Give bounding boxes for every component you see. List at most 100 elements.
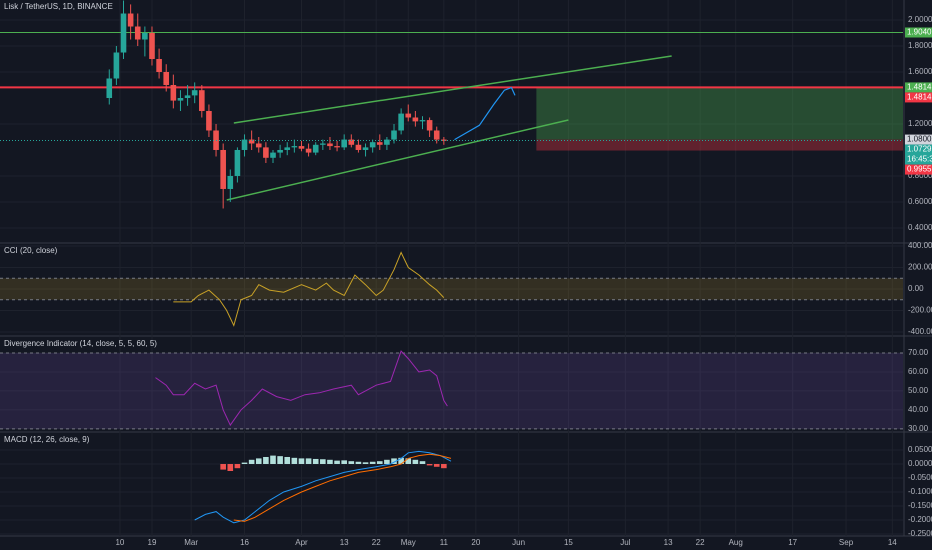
- indicator-line: [173, 251, 445, 327]
- y-tick-label: 70.00: [908, 348, 929, 357]
- pane-title: Lisk / TetherUS, 1D, BINANCE: [4, 2, 113, 11]
- histogram-bar: [234, 463, 241, 469]
- x-tick-label: 13: [340, 538, 349, 547]
- candle-body: [270, 152, 276, 158]
- histogram-bar: [298, 458, 305, 464]
- histogram-bar: [433, 463, 440, 467]
- candle-body: [284, 147, 291, 150]
- y-tick-label: -400.00: [908, 327, 932, 336]
- pane-title: MACD (12, 26, close, 9): [4, 435, 90, 444]
- histogram-bar: [284, 456, 291, 464]
- y-tick-label: 30.00: [908, 424, 929, 433]
- histogram-bar: [327, 459, 333, 464]
- x-tick-label: May: [401, 538, 416, 547]
- y-tick-label: -0.1500: [908, 501, 932, 510]
- x-tick-label: 11: [440, 538, 449, 547]
- x-tick-label: 20: [471, 538, 480, 547]
- histogram-bar: [270, 455, 276, 464]
- x-tick-label: Aug: [729, 538, 743, 547]
- candle-body: [206, 110, 212, 131]
- candle-body: [255, 143, 262, 148]
- candle-body: [291, 146, 298, 148]
- histogram-bar: [248, 459, 255, 464]
- candle-body: [312, 144, 319, 153]
- y-tick-label: 0.6000: [908, 197, 932, 206]
- candle-body: [163, 72, 170, 85]
- candle-body: [426, 120, 433, 131]
- x-tick-label: Jul: [620, 538, 630, 547]
- band: [0, 278, 903, 300]
- histogram-bar: [227, 463, 234, 471]
- candle-body: [362, 147, 369, 150]
- histogram-bar: [398, 457, 404, 464]
- histogram-bar: [341, 460, 347, 464]
- candle-body: [106, 78, 113, 98]
- histogram-bar: [369, 461, 376, 464]
- histogram-bar: [334, 460, 340, 464]
- x-tick-label: 22: [696, 538, 705, 547]
- y-tick-label: 0.0000: [908, 459, 932, 468]
- y-tick-label: 0.0500: [908, 445, 932, 454]
- trend-line: [226, 119, 569, 201]
- y-tick-label: 0.8000: [908, 171, 932, 180]
- profit-zone: [536, 87, 903, 140]
- y-tick-label: 1.8000: [908, 41, 932, 50]
- y-tick-label: 60.00: [908, 367, 929, 376]
- x-tick-label: 15: [564, 538, 573, 547]
- candle-body: [134, 26, 141, 40]
- x-tick-label: Mar: [184, 538, 198, 547]
- candle-body: [113, 52, 120, 79]
- y-tick-label: 1.6000: [908, 67, 932, 76]
- y-tick-label: 2.0000: [908, 15, 932, 24]
- candle-body: [376, 142, 383, 145]
- candle-body: [277, 149, 283, 153]
- histogram-bar: [384, 459, 390, 464]
- loss-zone: [536, 139, 903, 151]
- y-tick-label: 400.00: [908, 241, 932, 250]
- histogram-bar: [220, 463, 226, 470]
- histogram-bar: [241, 462, 248, 464]
- x-tick-label: 10: [115, 538, 124, 547]
- histogram-bar: [291, 457, 298, 464]
- candle-body: [334, 146, 340, 148]
- y-tick-label: -0.0500: [908, 473, 932, 482]
- histogram-bar: [312, 458, 319, 464]
- candle-body: [348, 139, 355, 145]
- price-tag: [905, 92, 932, 103]
- price-tag: [905, 82, 932, 93]
- candle-body: [184, 95, 191, 98]
- candle-body: [298, 146, 305, 149]
- macd-line: [233, 453, 452, 522]
- candle-body: [170, 84, 177, 101]
- candle-body: [127, 13, 134, 27]
- trend-line: [233, 55, 672, 124]
- price-tag: [905, 134, 932, 145]
- x-tick-label: 14: [888, 538, 897, 547]
- candle-body: [191, 90, 198, 96]
- x-tick-label: Apr: [295, 538, 308, 547]
- candle-body: [327, 143, 333, 147]
- candle-body: [156, 59, 162, 73]
- price-tag-label: 1.0729: [907, 145, 932, 154]
- histogram-bar: [348, 461, 355, 464]
- x-tick-label: 13: [664, 538, 673, 547]
- x-tick-label: Jun: [512, 538, 525, 547]
- band: [0, 352, 903, 429]
- candle-body: [412, 117, 419, 122]
- y-tick-label: 40.00: [908, 405, 929, 414]
- candle-body: [241, 139, 248, 150]
- candle-body: [142, 33, 148, 40]
- y-tick-label: 0.00: [908, 284, 924, 293]
- x-tick-label: 16: [240, 538, 249, 547]
- histogram-bar: [441, 463, 447, 469]
- candle-body: [149, 33, 155, 60]
- candle-body: [398, 113, 404, 131]
- y-tick-label: 50.00: [908, 386, 929, 395]
- histogram-bar: [277, 456, 283, 464]
- histogram-bar: [263, 456, 269, 464]
- candle-body: [227, 175, 234, 189]
- price-tag-label: 1.0800: [907, 135, 932, 144]
- histogram-bar: [419, 461, 426, 464]
